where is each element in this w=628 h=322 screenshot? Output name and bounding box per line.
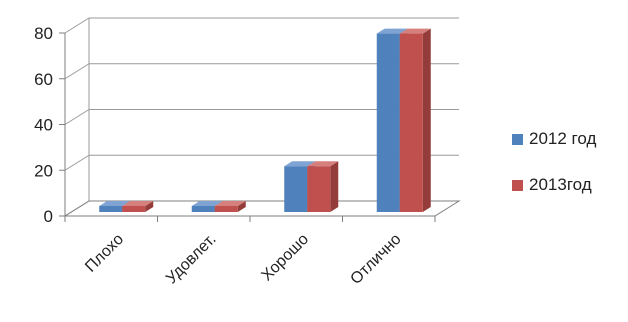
legend-swatch-2013 bbox=[512, 179, 523, 191]
bar-top bbox=[122, 201, 154, 206]
bar-2013-2 bbox=[307, 161, 339, 212]
bar-top bbox=[307, 161, 339, 167]
bar-side bbox=[145, 201, 154, 212]
y-tick-label: 80 bbox=[34, 24, 53, 43]
y-tick-label: 40 bbox=[34, 116, 53, 135]
y-axis-ticks: 0 20 40 60 80 bbox=[34, 24, 65, 226]
gridline-diagonal bbox=[64, 154, 90, 171]
legend: 2012 год 2013год bbox=[512, 128, 596, 220]
bar-side bbox=[422, 28, 431, 213]
x-category-label: Плохо bbox=[82, 231, 127, 276]
bars bbox=[99, 28, 431, 213]
gridline-diagonal bbox=[64, 63, 90, 80]
legend-label-2013: 2013год bbox=[529, 175, 592, 194]
y-tick-label: 60 bbox=[34, 70, 53, 89]
legend-item-2012: 2012 год bbox=[512, 128, 596, 150]
x-axis-categories: Плохо Удовлет. Хорошо Отлично bbox=[64, 216, 436, 288]
y-tick-label: 20 bbox=[34, 161, 53, 180]
gridline-diagonal bbox=[64, 17, 90, 34]
bar-2013-0 bbox=[122, 201, 154, 212]
bar-2013-1 bbox=[214, 201, 246, 212]
bar-front bbox=[399, 33, 423, 213]
bar-top bbox=[399, 28, 431, 34]
x-category-label: Хорошо bbox=[258, 231, 312, 285]
floor bbox=[63, 200, 461, 217]
bar-side bbox=[237, 201, 246, 212]
legend-label-2012: 2012 год bbox=[529, 129, 597, 148]
bar-2013-3 bbox=[399, 28, 431, 213]
bar-top bbox=[376, 28, 408, 34]
bar-top bbox=[191, 201, 223, 206]
gridline-diagonal bbox=[64, 109, 90, 125]
bar-top bbox=[214, 201, 246, 206]
bar-front bbox=[307, 166, 331, 212]
x-category-label: Удовлет. bbox=[163, 231, 220, 288]
bar-front bbox=[284, 166, 308, 212]
legend-swatch-2012 bbox=[512, 133, 523, 145]
legend-item-2013: 2013год bbox=[512, 174, 596, 196]
y-tick-label: 0 bbox=[44, 207, 53, 226]
bar-front bbox=[122, 206, 146, 212]
bar-front bbox=[214, 206, 238, 212]
bar-front bbox=[99, 206, 123, 212]
bar-side bbox=[330, 161, 339, 212]
bar-top bbox=[284, 161, 316, 167]
bar-front bbox=[376, 33, 400, 213]
x-category-label: Отлично bbox=[347, 231, 404, 288]
bar-top bbox=[99, 201, 131, 206]
bar-front bbox=[191, 206, 215, 212]
